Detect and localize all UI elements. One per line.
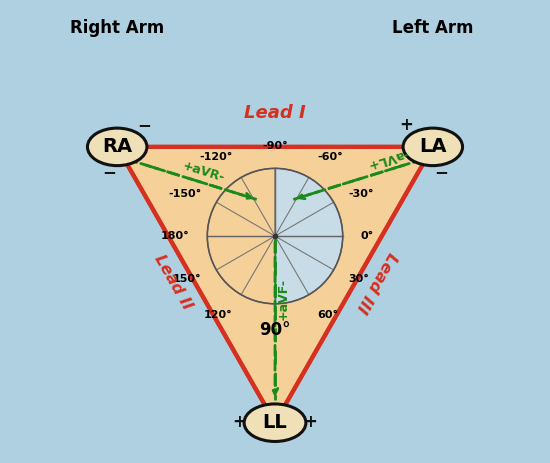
Text: −: − (137, 116, 151, 134)
Wedge shape (207, 169, 275, 304)
Text: +: + (399, 116, 413, 134)
Text: 0°: 0° (360, 231, 373, 241)
Text: −: − (102, 163, 116, 181)
Text: Lead III: Lead III (354, 249, 400, 315)
Text: 90°: 90° (259, 321, 291, 339)
Text: +: + (304, 413, 317, 431)
Text: Lead I: Lead I (244, 104, 306, 122)
Text: -120°: -120° (199, 152, 233, 163)
Text: +aVR-: +aVR- (180, 159, 226, 184)
Text: 60°: 60° (317, 310, 339, 320)
Text: Left Arm: Left Arm (392, 19, 474, 37)
Text: RA: RA (102, 138, 132, 156)
Text: LL: LL (263, 413, 287, 432)
Text: 120°: 120° (204, 310, 233, 320)
Ellipse shape (403, 128, 463, 166)
Text: 150°: 150° (173, 274, 201, 284)
Wedge shape (275, 169, 343, 304)
Polygon shape (117, 147, 433, 423)
Text: +aVF-: +aVF- (277, 278, 290, 319)
Ellipse shape (87, 128, 147, 166)
Ellipse shape (244, 404, 306, 441)
Text: Lead II: Lead II (152, 251, 195, 312)
Text: -30°: -30° (349, 188, 374, 199)
Text: 30°: 30° (349, 274, 370, 284)
Text: -150°: -150° (168, 188, 201, 199)
Text: LA: LA (419, 138, 447, 156)
Text: Right Arm: Right Arm (70, 19, 164, 37)
Text: 180°: 180° (161, 231, 190, 241)
Text: -aVL+: -aVL+ (366, 147, 409, 171)
Text: −: − (434, 163, 448, 181)
Text: -60°: -60° (317, 152, 343, 163)
Text: +: + (233, 413, 246, 431)
Text: -90°: -90° (262, 141, 288, 151)
